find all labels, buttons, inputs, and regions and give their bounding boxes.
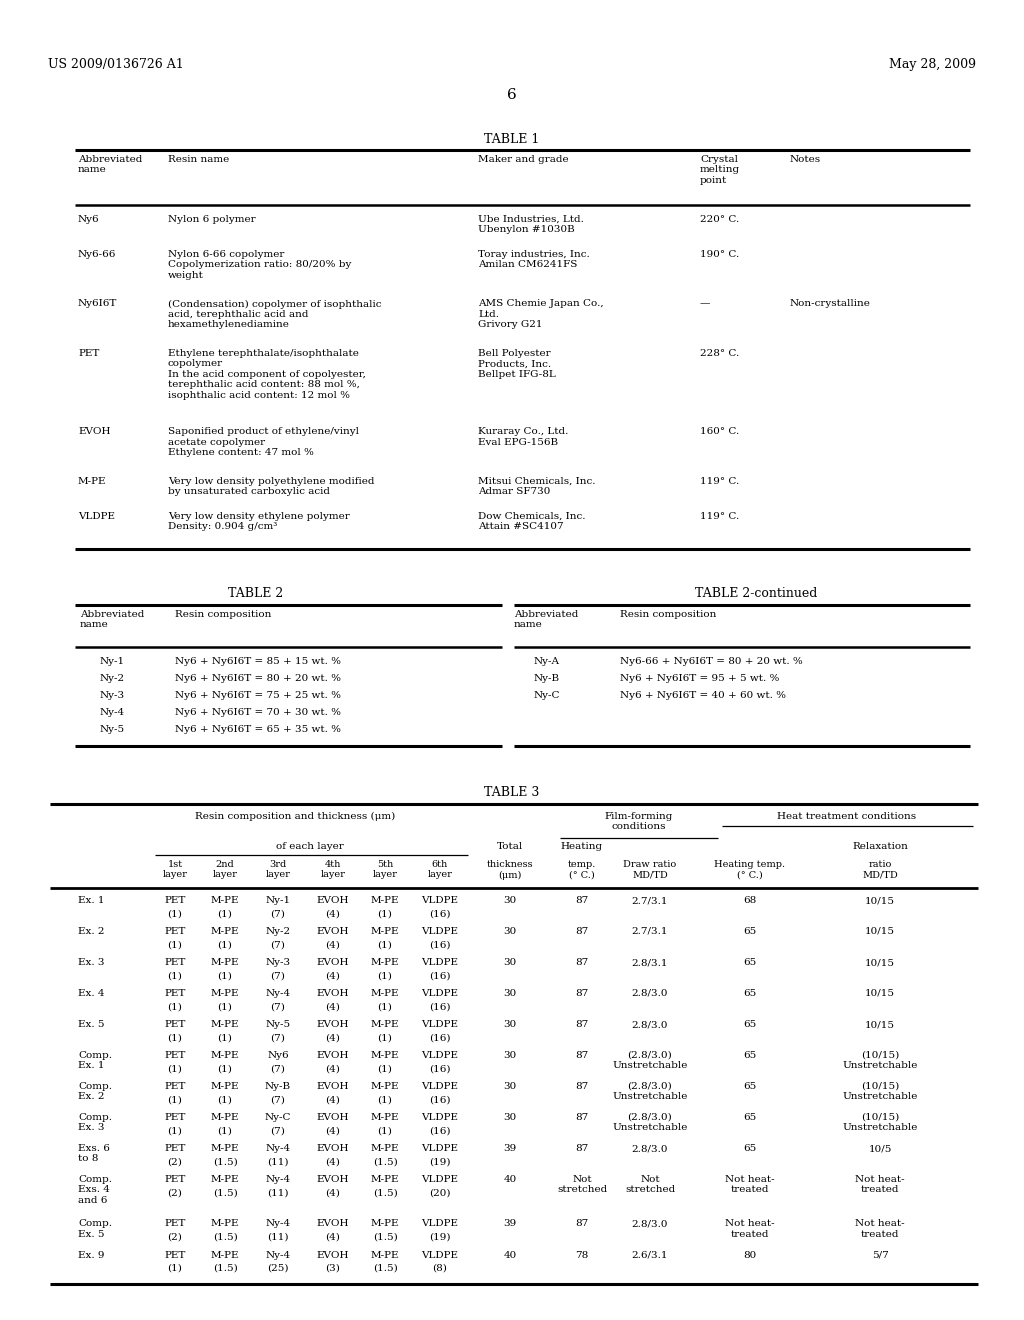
Text: (Condensation) copolymer of isophthalic
acid, terephthalic acid and
hexamethylen: (Condensation) copolymer of isophthalic … <box>168 300 382 330</box>
Text: (1.5): (1.5) <box>373 1233 397 1242</box>
Text: M-PE: M-PE <box>371 989 399 998</box>
Text: VLDPE: VLDPE <box>422 1113 459 1122</box>
Text: 65: 65 <box>743 1144 757 1152</box>
Text: Kuraray Co., Ltd.
Eval EPG-156B: Kuraray Co., Ltd. Eval EPG-156B <box>478 428 568 447</box>
Text: Ny-B: Ny-B <box>534 675 560 682</box>
Text: (1): (1) <box>217 1034 232 1043</box>
Text: Ethylene terephthalate/isophthalate
copolymer
In the acid component of copolyest: Ethylene terephthalate/isophthalate copo… <box>168 348 366 400</box>
Text: M-PE: M-PE <box>371 1175 399 1184</box>
Text: 87: 87 <box>575 1144 589 1152</box>
Text: Ny6: Ny6 <box>267 1051 289 1060</box>
Text: Ube Industries, Ltd.
Ubenylon #1030B: Ube Industries, Ltd. Ubenylon #1030B <box>478 215 584 235</box>
Text: Not heat-
treated: Not heat- treated <box>855 1220 905 1239</box>
Text: 87: 87 <box>575 1051 589 1060</box>
Text: 6th
layer: 6th layer <box>428 861 453 879</box>
Text: EVOH: EVOH <box>316 1082 349 1092</box>
Text: 119° C.: 119° C. <box>700 512 739 521</box>
Text: (2.8/3.0)
Unstretchable: (2.8/3.0) Unstretchable <box>612 1051 688 1071</box>
Text: (16): (16) <box>429 1064 451 1073</box>
Text: EVOH: EVOH <box>316 896 349 906</box>
Text: (4): (4) <box>326 940 340 949</box>
Text: Ny-3: Ny-3 <box>265 958 291 968</box>
Text: M-PE: M-PE <box>211 896 240 906</box>
Text: (1): (1) <box>378 940 392 949</box>
Text: M-PE: M-PE <box>371 896 399 906</box>
Text: (1): (1) <box>217 1002 232 1011</box>
Text: Comp.
Exs. 4
and 6: Comp. Exs. 4 and 6 <box>78 1175 112 1205</box>
Text: (25): (25) <box>267 1265 289 1272</box>
Text: Ny-1: Ny-1 <box>265 896 291 906</box>
Text: (10/15)
Unstretchable: (10/15) Unstretchable <box>843 1082 918 1101</box>
Text: Ny-2: Ny-2 <box>100 675 125 682</box>
Text: Comp.
Ex. 3: Comp. Ex. 3 <box>78 1113 112 1133</box>
Text: (11): (11) <box>267 1188 289 1197</box>
Text: 1st
layer: 1st layer <box>163 861 187 879</box>
Text: 10/15: 10/15 <box>865 896 895 906</box>
Text: (7): (7) <box>270 1002 286 1011</box>
Text: EVOH: EVOH <box>316 1144 349 1152</box>
Text: Heat treatment conditions: Heat treatment conditions <box>777 812 916 821</box>
Text: Ny6 + Ny6I6T = 95 + 5 wt. %: Ny6 + Ny6I6T = 95 + 5 wt. % <box>620 675 779 682</box>
Text: 5th
layer: 5th layer <box>373 861 397 879</box>
Text: Ex. 9: Ex. 9 <box>78 1250 104 1259</box>
Text: (16): (16) <box>429 940 451 949</box>
Text: VLDPE: VLDPE <box>422 1020 459 1030</box>
Text: VLDPE: VLDPE <box>422 1051 459 1060</box>
Text: M-PE: M-PE <box>371 1051 399 1060</box>
Text: Film-forming
conditions: Film-forming conditions <box>605 812 673 832</box>
Text: Toray industries, Inc.
Amilan CM6241FS: Toray industries, Inc. Amilan CM6241FS <box>478 249 590 269</box>
Text: Ny6-66: Ny6-66 <box>78 249 117 259</box>
Text: EVOH: EVOH <box>316 1250 349 1259</box>
Text: (4): (4) <box>326 1233 340 1242</box>
Text: PET: PET <box>164 1250 185 1259</box>
Text: 2.8/3.0: 2.8/3.0 <box>632 1144 669 1152</box>
Text: (7): (7) <box>270 909 286 919</box>
Text: (4): (4) <box>326 1034 340 1043</box>
Text: (4): (4) <box>326 1188 340 1197</box>
Text: (7): (7) <box>270 972 286 981</box>
Text: Ex. 5: Ex. 5 <box>78 1020 104 1030</box>
Text: Comp.
Ex. 1: Comp. Ex. 1 <box>78 1051 112 1071</box>
Text: 87: 87 <box>575 1020 589 1030</box>
Text: Draw ratio
MD/TD: Draw ratio MD/TD <box>624 861 677 879</box>
Text: 2nd
layer: 2nd layer <box>213 861 238 879</box>
Text: 6: 6 <box>507 88 517 102</box>
Text: (11): (11) <box>267 1158 289 1167</box>
Text: 65: 65 <box>743 1020 757 1030</box>
Text: 87: 87 <box>575 1113 589 1122</box>
Text: Exs. 6
to 8: Exs. 6 to 8 <box>78 1144 110 1163</box>
Text: (1.5): (1.5) <box>373 1188 397 1197</box>
Text: VLDPE: VLDPE <box>422 958 459 968</box>
Text: M-PE: M-PE <box>211 1250 240 1259</box>
Text: Dow Chemicals, Inc.
Attain #SC4107: Dow Chemicals, Inc. Attain #SC4107 <box>478 512 586 532</box>
Text: M-PE: M-PE <box>371 1082 399 1092</box>
Text: Ex. 2: Ex. 2 <box>78 927 104 936</box>
Text: Nylon 6 polymer: Nylon 6 polymer <box>168 215 256 224</box>
Text: Not heat-
treated: Not heat- treated <box>855 1175 905 1195</box>
Text: Ny6-66 + Ny6I6T = 80 + 20 wt. %: Ny6-66 + Ny6I6T = 80 + 20 wt. % <box>620 657 803 667</box>
Text: 30: 30 <box>504 896 517 906</box>
Text: (1): (1) <box>378 1034 392 1043</box>
Text: Ny6 + Ny6I6T = 75 + 25 wt. %: Ny6 + Ny6I6T = 75 + 25 wt. % <box>175 690 341 700</box>
Text: EVOH: EVOH <box>316 958 349 968</box>
Text: EVOH: EVOH <box>316 1175 349 1184</box>
Text: AMS Chemie Japan Co.,
Ltd.
Grivory G21: AMS Chemie Japan Co., Ltd. Grivory G21 <box>478 300 603 329</box>
Text: VLDPE: VLDPE <box>422 1175 459 1184</box>
Text: M-PE: M-PE <box>211 1144 240 1152</box>
Text: (1): (1) <box>378 1096 392 1105</box>
Text: Non-crystalline: Non-crystalline <box>790 300 870 309</box>
Text: Resin composition: Resin composition <box>175 610 271 619</box>
Text: M-PE: M-PE <box>211 1082 240 1092</box>
Text: (16): (16) <box>429 1096 451 1105</box>
Text: (1): (1) <box>168 972 182 981</box>
Text: 65: 65 <box>743 1113 757 1122</box>
Text: Not heat-
treated: Not heat- treated <box>725 1220 775 1239</box>
Text: Ex. 1: Ex. 1 <box>78 896 104 906</box>
Text: VLDPE: VLDPE <box>422 1082 459 1092</box>
Text: (4): (4) <box>326 1002 340 1011</box>
Text: (1): (1) <box>217 1096 232 1105</box>
Text: Ny-C: Ny-C <box>265 1113 291 1122</box>
Text: PET: PET <box>164 896 185 906</box>
Text: Ny6 + Ny6I6T = 40 + 60 wt. %: Ny6 + Ny6I6T = 40 + 60 wt. % <box>620 690 786 700</box>
Text: EVOH: EVOH <box>78 428 111 437</box>
